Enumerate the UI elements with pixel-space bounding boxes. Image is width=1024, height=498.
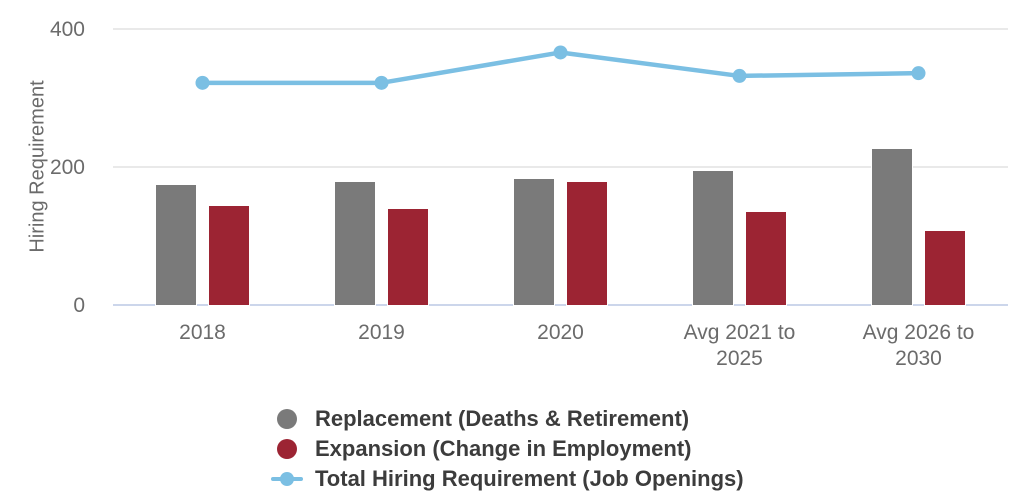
line-point-2018[interactable] [195, 75, 210, 90]
legend-circle-icon [269, 439, 305, 459]
legend-item-expansion[interactable]: Expansion (Change in Employment) [269, 434, 744, 464]
bar-expansion-avg-2026-to-2030[interactable] [924, 230, 966, 306]
line-point-2020[interactable] [553, 45, 568, 60]
bar-expansion-2020[interactable] [566, 180, 608, 306]
x-label-2020: 2020 [537, 321, 584, 344]
gridline-400 [113, 28, 1008, 30]
legend-item-total-hiring-requirement[interactable]: Total Hiring Requirement (Job Openings) [269, 464, 744, 494]
circle-icon [277, 439, 297, 459]
y-tick-label-400: 400 [49, 18, 85, 41]
legend-label: Total Hiring Requirement (Job Openings) [315, 466, 744, 491]
bar-replacement-2020[interactable] [513, 178, 555, 306]
bar-expansion-2018[interactable] [208, 204, 250, 306]
legend-line-marker-icon [269, 471, 305, 487]
bar-replacement-2019[interactable] [334, 180, 376, 306]
line-point-avg-2026-to-2030[interactable] [911, 66, 926, 81]
line-point-2019[interactable] [374, 75, 389, 90]
gridline-200 [113, 166, 1008, 168]
bar-replacement-2018[interactable] [155, 184, 197, 306]
bar-replacement-avg-2021-to-2025[interactable] [692, 170, 734, 306]
legend-label: Expansion (Change in Employment) [315, 436, 692, 461]
bar-replacement-avg-2026-to-2030[interactable] [871, 148, 913, 306]
y-tick-label-200: 200 [49, 156, 85, 179]
x-label-avg-2026-to-2030: Avg 2026 to 2030 [862, 321, 975, 370]
legend-label: Replacement (Deaths & Retirement) [315, 406, 690, 431]
line-marker-icon [271, 471, 303, 487]
line-dot-icon [280, 472, 294, 486]
y-tick-label-0: 0 [73, 294, 85, 317]
bar-expansion-2019[interactable] [387, 208, 429, 306]
bar-expansion-avg-2021-to-2025[interactable] [745, 211, 787, 306]
legend-circle-icon [269, 409, 305, 429]
line-point-avg-2021-to-2025[interactable] [732, 68, 747, 83]
legend-item-replacement[interactable]: Replacement (Deaths & Retirement) [269, 404, 744, 434]
x-axis-line [113, 304, 1008, 306]
x-label-avg-2021-to-2025: Avg 2021 to 2025 [683, 321, 796, 370]
legend: Replacement (Deaths & Retirement) Expansi… [269, 404, 744, 494]
circle-icon [277, 409, 297, 429]
x-label-2018: 2018 [179, 321, 226, 344]
x-label-2019: 2019 [358, 321, 405, 344]
